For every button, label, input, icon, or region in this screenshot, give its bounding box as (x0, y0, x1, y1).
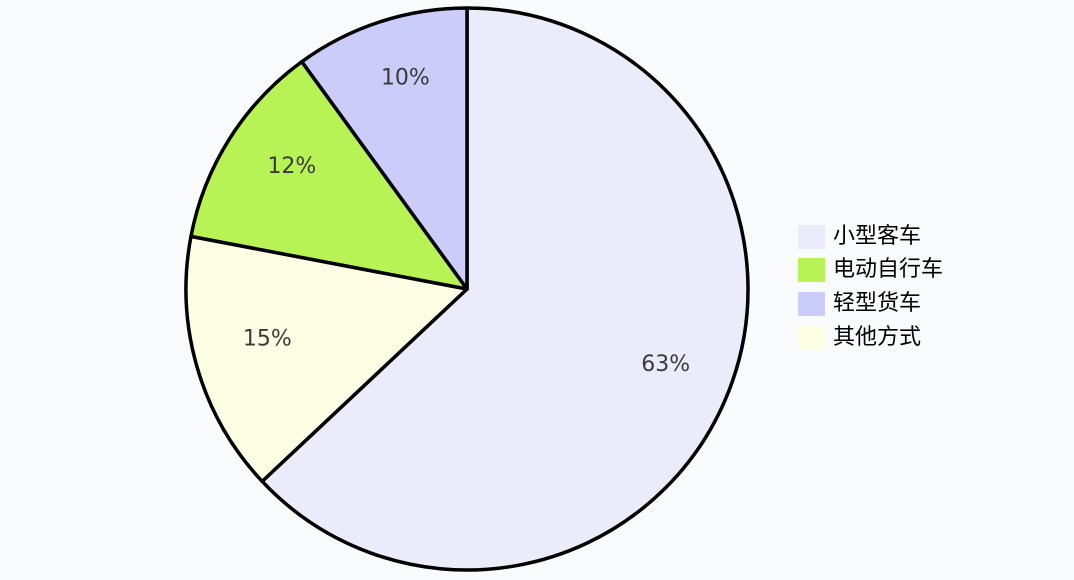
legend-item-label: 轻型货车 (833, 290, 922, 316)
legend-item-label: 电动自行车 (833, 257, 944, 283)
pie-pct-label-12pct: 12% (267, 154, 316, 179)
legend-item-label: 小型客车 (833, 223, 922, 249)
pie-slice-63pct (260, 6, 750, 572)
legend-swatch (798, 224, 825, 249)
pie-slice-12pct (189, 59, 469, 291)
legend-item: 轻型货车 (798, 287, 943, 321)
legend-swatch (798, 325, 825, 350)
pie-pct-label-63pct: 63% (641, 352, 690, 377)
legend-swatch (798, 291, 825, 316)
legend-item: 电动自行车 (798, 254, 943, 288)
legend-item-label: 其他方式 (833, 324, 922, 350)
pie-slice-10pct (300, 6, 469, 291)
legend: 小型客车 电动自行车 轻型货车 其他方式 (798, 220, 943, 354)
legend-item: 其他方式 (798, 321, 943, 355)
legend-item: 小型客车 (798, 220, 943, 254)
pie-pct-label-10pct: 10% (381, 66, 430, 91)
legend-swatch (798, 258, 825, 283)
pie-slice-15pct (184, 234, 469, 484)
pie-pct-label-15pct: 15% (243, 327, 292, 352)
